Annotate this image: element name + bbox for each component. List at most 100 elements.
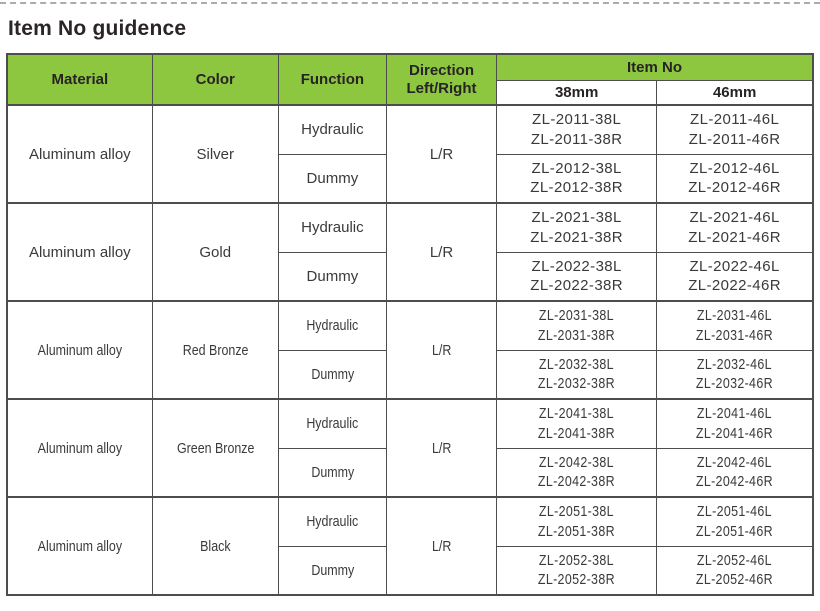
item-cell-46mm: ZL-2042-46L ZL-2042-46R [656, 447, 814, 498]
header-item-no: Item No [496, 53, 814, 81]
item-code: ZL-2032-38L [539, 355, 615, 373]
table-row: Dummy ZL-2042-38L ZL-2042-38R ZL-2042-46… [7, 447, 814, 498]
direction-text: L/R [431, 537, 452, 555]
color-text: Silver [196, 145, 234, 163]
item-code: ZL-2031-46L [697, 307, 773, 325]
function-text: Hydraulic [306, 317, 359, 335]
item-code: ZL-2052-38R [538, 571, 616, 589]
item-cell-38mm: ZL-2022-38L ZL-2022-38R [496, 251, 658, 302]
direction-cell: L/R [385, 300, 498, 400]
function-cell: Dummy [277, 349, 387, 400]
header-direction: Direction Left/Right [385, 53, 498, 106]
item-cell-46mm: ZL-2052-46L ZL-2052-46R [656, 545, 814, 596]
function-cell: Dummy [277, 447, 387, 498]
function-text: Dummy [306, 169, 359, 187]
item-codes: ZL-2032-46L ZL-2032-46R [696, 355, 773, 394]
item-cell-46mm: ZL-2012-46L ZL-2012-46R [656, 153, 814, 204]
function-cell: Dummy [277, 153, 387, 204]
item-code: ZL-2021-46R [688, 228, 782, 246]
material-cell: Aluminum alloy [6, 202, 153, 302]
item-code: ZL-2042-38L [539, 453, 615, 471]
group-red-bronze: Aluminum alloy Red Bronze Hydraulic L/R … [6, 300, 814, 400]
function-cell: Dummy [277, 545, 387, 596]
item-code: ZL-2022-46L [689, 257, 780, 275]
color-text: Green Bronze [176, 439, 254, 457]
item-cell-46mm: ZL-2011-46L ZL-2011-46R [656, 104, 814, 155]
item-code: ZL-2022-38L [531, 257, 622, 275]
header-size-46mm: 46mm [656, 79, 814, 106]
table-row: Dummy ZL-2012-38L ZL-2012-38R ZL-2012-46… [7, 153, 814, 204]
material-text: Aluminum alloy [37, 439, 123, 457]
function-text: Dummy [310, 463, 354, 481]
material-cell: Aluminum alloy [6, 398, 153, 498]
function-cell: Dummy [277, 251, 387, 302]
direction-cell: L/R [385, 496, 498, 596]
item-code: ZL-2011-38R [530, 130, 623, 148]
function-cell: Hydraulic [277, 398, 387, 449]
item-code: ZL-2011-38L [532, 111, 622, 129]
item-codes: ZL-2052-46L ZL-2052-46R [696, 551, 773, 590]
item-code: ZL-2041-38R [538, 424, 616, 442]
color-cell: Black [151, 496, 279, 596]
group-gold: Aluminum alloy Gold Hydraulic L/R ZL-202… [6, 202, 814, 302]
function-cell: Hydraulic [277, 104, 387, 155]
material-text: Aluminum alloy [37, 341, 123, 359]
material-cell: Aluminum alloy [6, 104, 153, 204]
function-cell: Hydraulic [277, 496, 387, 547]
item-code: ZL-2042-38R [538, 473, 616, 491]
item-code: ZL-2012-38L [531, 159, 622, 177]
direction-text: L/R [429, 145, 454, 163]
color-text: Gold [199, 243, 232, 261]
function-text: Dummy [310, 365, 354, 383]
table-row: Aluminum alloy Green Bronze Hydraulic L/… [6, 398, 814, 498]
item-codes: ZL-2031-46L ZL-2031-46R [696, 306, 773, 345]
table-row: Dummy ZL-2052-38L ZL-2052-38R ZL-2052-46… [7, 545, 814, 596]
item-code: ZL-2012-46L [689, 159, 780, 177]
item-cell-38mm: ZL-2052-38L ZL-2052-38R [496, 545, 658, 596]
function-text: Hydraulic [301, 219, 364, 237]
item-no-table: Material Color Function Direction Left/R… [6, 53, 814, 596]
item-codes: ZL-2032-38L ZL-2032-38R [538, 355, 615, 394]
item-code: ZL-2031-38R [538, 326, 616, 344]
color-text: Red Bronze [182, 341, 249, 359]
item-code: ZL-2042-46L [697, 453, 773, 471]
item-cell-46mm: ZL-2031-46L ZL-2031-46R [656, 300, 814, 351]
material-text: Aluminum alloy [28, 145, 131, 163]
item-codes: ZL-2051-38L ZL-2051-38R [538, 502, 615, 541]
item-codes: ZL-2022-38L ZL-2022-38R [530, 257, 623, 296]
item-cell-46mm: ZL-2022-46L ZL-2022-46R [656, 251, 814, 302]
item-code: ZL-2052-46L [697, 551, 773, 569]
direction-text: L/R [431, 439, 452, 457]
direction-text: L/R [431, 341, 452, 359]
direction-text: L/R [429, 243, 454, 261]
function-cell: Hydraulic [277, 300, 387, 351]
function-text: Dummy [310, 561, 354, 579]
item-codes: ZL-2052-38L ZL-2052-38R [538, 551, 615, 590]
color-cell: Silver [151, 104, 279, 204]
group-silver: Aluminum alloy Silver Hydraulic L/R ZL-2… [6, 104, 814, 204]
table-row: Aluminum alloy Silver Hydraulic L/R ZL-2… [6, 104, 814, 204]
item-cell-38mm: ZL-2032-38L ZL-2032-38R [496, 349, 658, 400]
header-material: Material [6, 53, 153, 106]
function-text: Hydraulic [306, 513, 359, 531]
item-code: ZL-2041-46R [696, 424, 774, 442]
table-row: Aluminum alloy Red Bronze Hydraulic L/R … [6, 300, 814, 400]
item-code: ZL-2052-46R [696, 571, 774, 589]
color-cell: Gold [151, 202, 279, 302]
item-codes: ZL-2042-46L ZL-2042-46R [696, 453, 773, 492]
item-code: ZL-2011-46L [690, 111, 780, 129]
color-cell: Green Bronze [151, 398, 279, 498]
material-cell: Aluminum alloy [6, 496, 153, 596]
item-codes: ZL-2011-38L ZL-2011-38R [531, 110, 623, 149]
header-function: Function [277, 53, 387, 106]
item-code: ZL-2051-46R [696, 522, 774, 540]
header-size-38mm: 38mm [496, 79, 658, 106]
function-cell: Hydraulic [277, 202, 387, 253]
group-green-bronze: Aluminum alloy Green Bronze Hydraulic L/… [6, 398, 814, 498]
item-codes: ZL-2012-46L ZL-2012-46R [688, 159, 781, 198]
item-codes: ZL-2021-38L ZL-2021-38R [530, 208, 623, 247]
table-row: Aluminum alloy Black Hydraulic L/R ZL-20… [6, 496, 814, 596]
direction-cell: L/R [385, 104, 498, 204]
item-code: ZL-2051-46L [697, 503, 773, 521]
